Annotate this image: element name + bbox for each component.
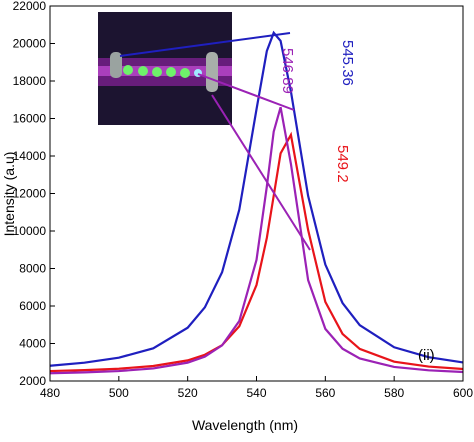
inset-photo <box>98 12 232 125</box>
annotation: 546.89 <box>279 48 296 94</box>
y-tick-label: 22000 <box>13 0 47 13</box>
annotation: 549.2 <box>334 145 351 183</box>
y-tick-label: 6000 <box>19 299 46 313</box>
y-axis-label: Intensity (a.u) <box>1 152 17 237</box>
x-tick-label: 500 <box>109 386 129 400</box>
y-tick-label: 10000 <box>13 224 47 238</box>
x-tick-label: 580 <box>384 386 404 400</box>
x-tick-label: 540 <box>246 386 266 400</box>
y-tick-label: 20000 <box>13 37 47 51</box>
line <box>49 131 464 373</box>
pointer-line <box>211 94 311 251</box>
y-tick-label: 14000 <box>13 149 47 163</box>
pointer-line <box>119 32 291 57</box>
y-tick-label: 16000 <box>13 112 47 126</box>
y-tick-label: 12000 <box>13 187 47 201</box>
pointer-line <box>197 73 295 111</box>
x-tick-label: 560 <box>315 386 335 400</box>
x-tick-label: 480 <box>40 386 60 400</box>
line <box>49 30 464 367</box>
line <box>49 106 464 375</box>
x-axis-label: Wavelength (nm) <box>192 417 298 433</box>
y-tick-label: 4000 <box>19 337 46 351</box>
annotation: 545.36 <box>339 40 356 86</box>
y-tick-label: 2000 <box>19 374 46 388</box>
annotation: (ii) <box>418 347 435 364</box>
x-tick-label: 520 <box>178 386 198 400</box>
x-tick-label: 600 <box>453 386 473 400</box>
y-tick-label: 8000 <box>19 262 46 276</box>
plot-frame <box>49 5 464 382</box>
y-tick-label: 18000 <box>13 74 47 88</box>
